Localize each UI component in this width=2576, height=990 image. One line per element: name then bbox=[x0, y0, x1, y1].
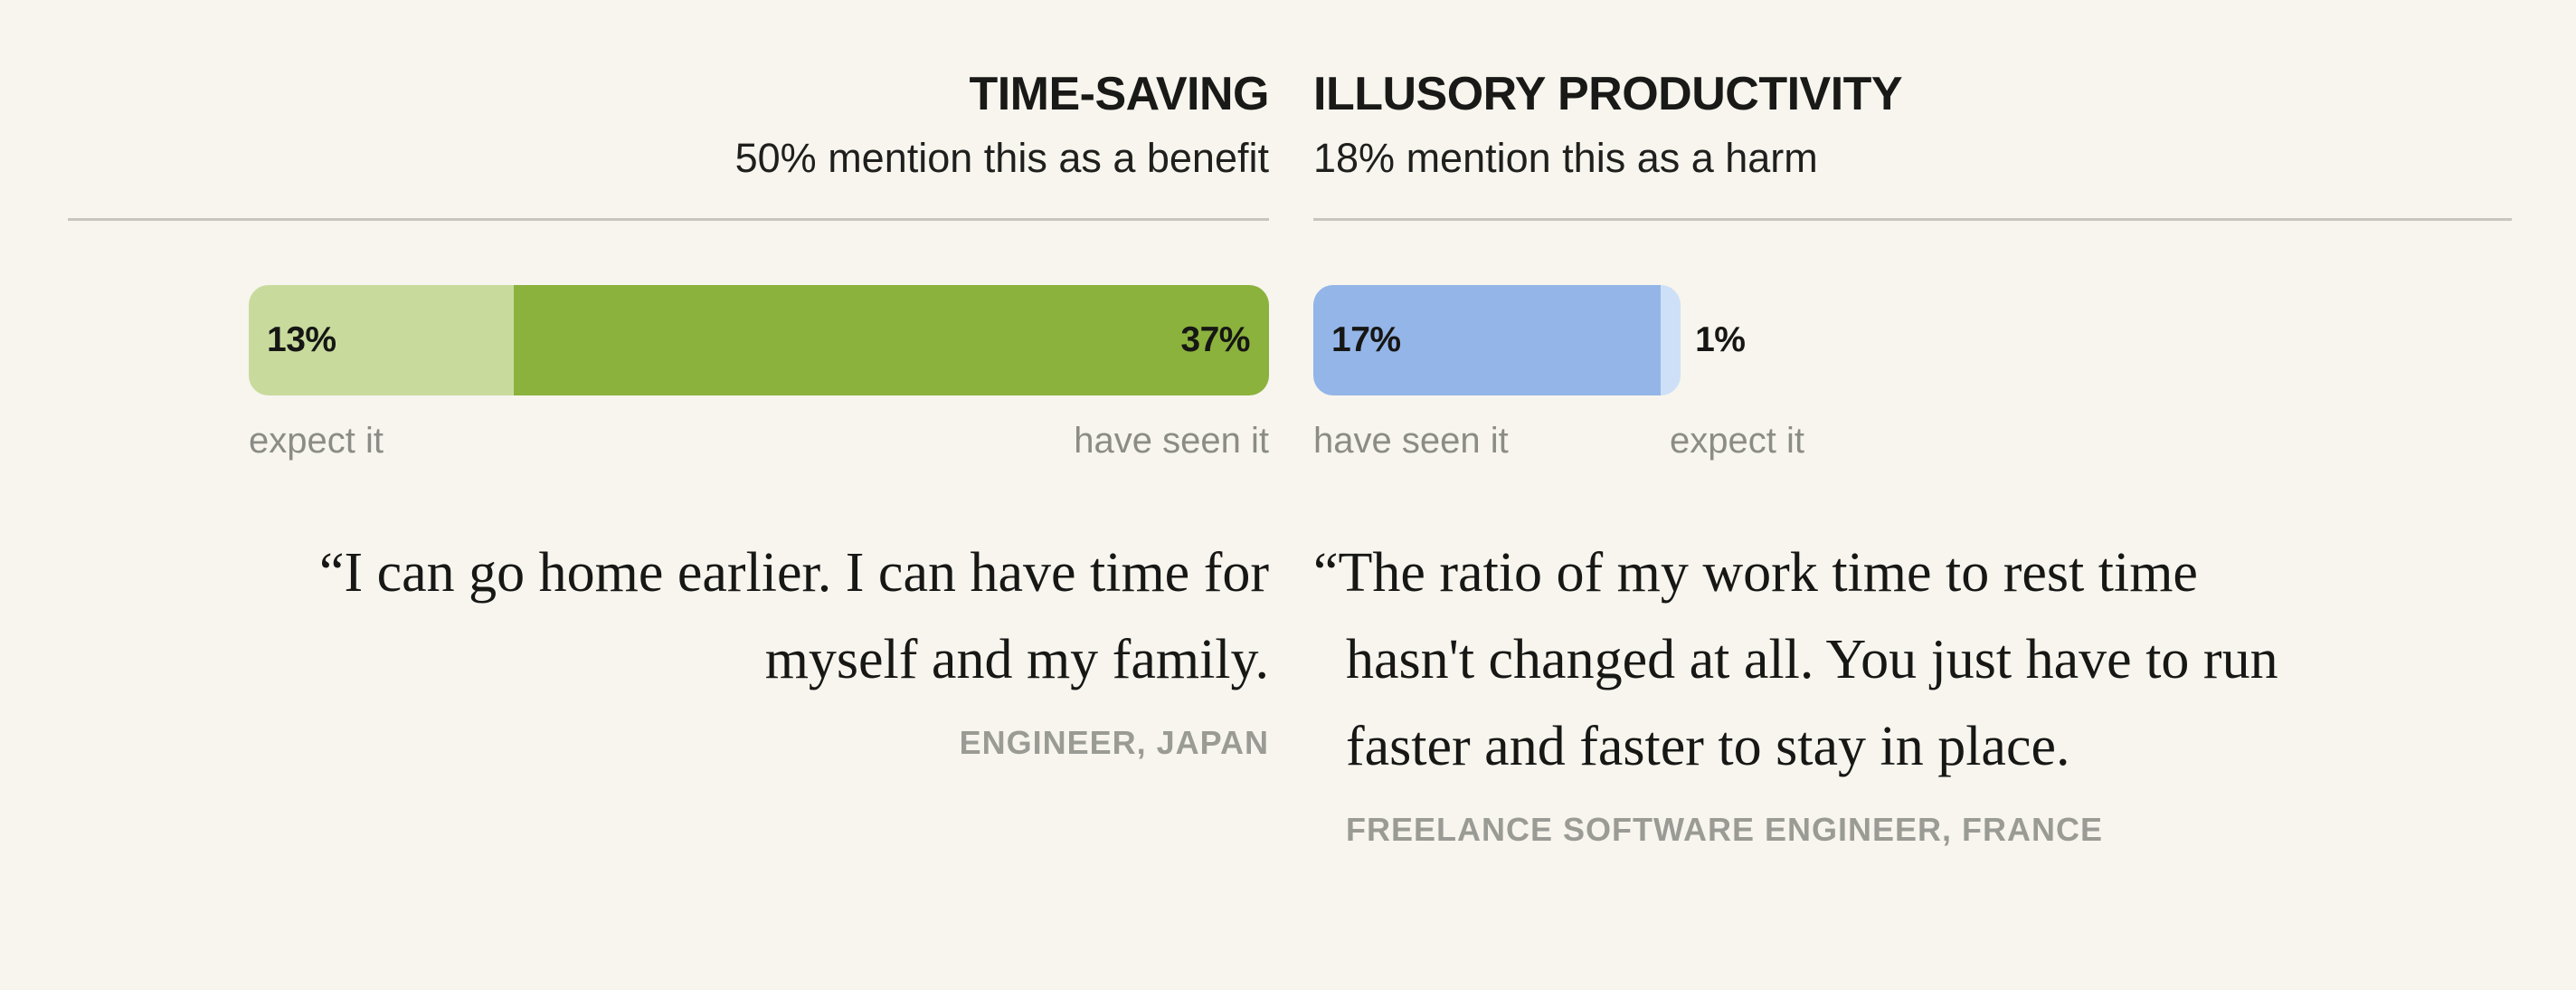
panel-time-saving: TIME-SAVING 50% mention this as a benefi… bbox=[68, 0, 1270, 761]
panel-subtitle-illusory-productivity: 18% mention this as a harm bbox=[1313, 135, 1818, 181]
harm-quote: “The ratio of my work time to rest time … bbox=[1313, 542, 2278, 777]
harm-stacked-bar: 17% bbox=[1313, 285, 1681, 395]
harm-bar-segment-seen: 17% bbox=[1313, 285, 1661, 395]
harm-bar-row: 17% 1% bbox=[1313, 285, 2512, 395]
benefit-bar-row: 13% 37% bbox=[68, 285, 1269, 395]
harm-bar-segment-expect bbox=[1660, 285, 1681, 395]
divider-line bbox=[68, 218, 1269, 221]
benefit-stacked-bar: 13% 37% bbox=[249, 285, 1269, 395]
panel-illusory-productivity: ILLUSORY PRODUCTIVITY 18% mention this a… bbox=[1313, 0, 2512, 848]
benefit-bar-axis-labels: expect it have seen it bbox=[249, 419, 1269, 462]
benefit-axis-label-seen: have seen it bbox=[1074, 421, 1269, 461]
harm-seen-value-label: 17% bbox=[1331, 320, 1401, 359]
divider-line bbox=[1313, 218, 2512, 221]
benefit-seen-value-label: 37% bbox=[1180, 320, 1250, 359]
benefit-expect-value-label: 13% bbox=[267, 320, 336, 359]
panel-subtitle-time-saving: 50% mention this as a benefit bbox=[734, 135, 1269, 181]
benefit-bar-segment-seen: 37% bbox=[514, 285, 1269, 395]
harm-quote-attribution: FREELANCE SOFTWARE ENGINEER, FRANCE bbox=[1346, 811, 2104, 848]
benefit-bar-segment-expect: 13% bbox=[249, 285, 515, 395]
benefit-axis-label-expect: expect it bbox=[249, 421, 384, 461]
benefit-quote: “I can go home earlier. I can have time … bbox=[318, 542, 1269, 690]
harm-quote-block: “The ratio of my work time to rest time … bbox=[1313, 529, 2512, 848]
harm-bar-axis-labels: have seen it expect it bbox=[1313, 419, 2512, 462]
harm-expect-value-label: 1% bbox=[1695, 320, 1746, 359]
harm-axis-label-expect: expect it bbox=[1670, 421, 1804, 461]
panel-title-illusory-productivity: ILLUSORY PRODUCTIVITY bbox=[1313, 68, 1903, 120]
benefit-quote-attribution: ENGINEER, JAPAN bbox=[959, 724, 1269, 761]
panel-title-time-saving: TIME-SAVING bbox=[969, 68, 1269, 120]
harm-axis-label-seen: have seen it bbox=[1313, 421, 1509, 461]
